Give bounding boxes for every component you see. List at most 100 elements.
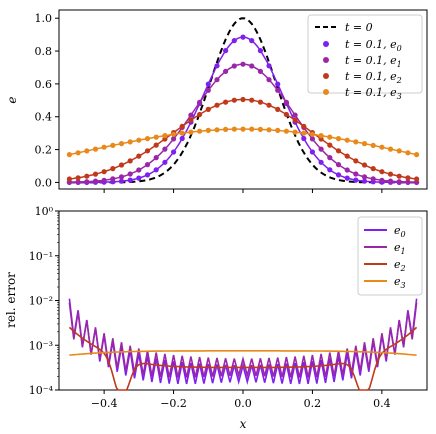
top-point-e1 bbox=[92, 178, 99, 184]
top-point-e3 bbox=[353, 139, 359, 145]
top-point-e0 bbox=[275, 81, 281, 87]
legend-label-err-e2: e2 bbox=[394, 258, 406, 273]
top-point-e2 bbox=[275, 106, 281, 112]
top-point-e1 bbox=[101, 177, 107, 183]
top-point-e0 bbox=[144, 172, 151, 178]
top-y-axis-label: e bbox=[5, 96, 19, 103]
top-point-e2 bbox=[92, 171, 99, 177]
top-point-e3 bbox=[75, 150, 81, 156]
bottom-x-ticks: −0.4 −0.2 0.0 0.2 0.4 bbox=[91, 390, 391, 410]
top-point-e3 bbox=[66, 152, 72, 158]
top-point-e1 bbox=[249, 63, 255, 69]
top-point-e1 bbox=[118, 174, 125, 180]
top-point-e2 bbox=[75, 175, 81, 181]
top-point-e2 bbox=[101, 169, 107, 175]
top-point-e1 bbox=[327, 155, 333, 161]
top-point-e2 bbox=[361, 162, 368, 168]
top-point-e2 bbox=[379, 169, 385, 175]
top-point-e3 bbox=[266, 127, 272, 133]
top-point-e3 bbox=[414, 152, 420, 158]
bottom-x-tick-label: 0.2 bbox=[304, 397, 322, 410]
top-y-tick-label: 0.0 bbox=[35, 176, 53, 189]
top-point-e2 bbox=[283, 111, 289, 118]
top-point-e0 bbox=[266, 63, 272, 69]
top-point-e1 bbox=[162, 146, 168, 152]
bottom-x-axis-label: x bbox=[240, 417, 247, 431]
top-point-e3 bbox=[179, 130, 185, 136]
top-point-e3 bbox=[92, 146, 99, 152]
top-point-e3 bbox=[171, 131, 177, 137]
legend-label-err-e3: e3 bbox=[394, 275, 406, 290]
top-point-e2 bbox=[66, 176, 72, 182]
legend-label-e3: t = 0.1, e3 bbox=[345, 86, 402, 101]
top-point-e0 bbox=[361, 178, 368, 184]
top-point-e3 bbox=[101, 144, 107, 150]
legend-dot-e2 bbox=[323, 73, 329, 79]
top-point-e1 bbox=[292, 112, 298, 118]
top-point-e3 bbox=[223, 126, 229, 132]
top-point-e2 bbox=[257, 99, 263, 105]
top-point-e3 bbox=[118, 141, 125, 147]
bottom-error-line-e2 bbox=[68, 326, 418, 391]
top-point-e0 bbox=[309, 149, 315, 155]
top-point-e3 bbox=[162, 133, 168, 139]
top-y-tick-label: 1.0 bbox=[35, 12, 53, 25]
top-point-e1 bbox=[171, 136, 177, 142]
top-legend: t = 0 t = 0.1, e0 t = 0.1, e1 t = 0.1, e… bbox=[307, 14, 423, 101]
top-point-e1 bbox=[188, 112, 194, 118]
legend-label-e1: t = 0.1, e1 bbox=[345, 54, 402, 69]
top-point-e3 bbox=[309, 131, 315, 137]
bottom-y-axis-label: rel. error bbox=[4, 272, 18, 328]
top-point-e3 bbox=[257, 126, 263, 132]
top-point-e0 bbox=[162, 159, 168, 165]
top-point-e3 bbox=[327, 134, 333, 140]
top-x-ticks bbox=[103, 189, 383, 193]
bottom-series-lines bbox=[68, 298, 418, 391]
legend-label-e2: t = 0.1, e2 bbox=[345, 70, 402, 85]
top-point-e0 bbox=[240, 34, 246, 40]
top-point-e3 bbox=[283, 128, 289, 134]
top-y-tick-label: 0.2 bbox=[35, 144, 53, 157]
top-point-e2 bbox=[205, 106, 211, 112]
top-point-e0 bbox=[353, 177, 359, 183]
top-point-e3 bbox=[214, 127, 220, 133]
top-point-e1 bbox=[257, 68, 263, 74]
top-point-e1 bbox=[240, 61, 246, 67]
top-point-e2 bbox=[231, 97, 237, 103]
top-point-e3 bbox=[136, 137, 142, 143]
top-point-e2 bbox=[240, 96, 246, 103]
top-point-e2 bbox=[84, 173, 90, 179]
top-point-e0 bbox=[327, 167, 333, 173]
top-point-e0 bbox=[205, 81, 211, 87]
top-point-e1 bbox=[231, 63, 237, 69]
top-point-e2 bbox=[118, 162, 125, 168]
top-point-e3 bbox=[197, 128, 203, 134]
top-point-e0 bbox=[231, 38, 237, 44]
top-point-e1 bbox=[197, 99, 203, 105]
bottom-y-ticks: 10⁻⁴ 10⁻³ 10⁻² 10⁻¹ 10⁰ bbox=[29, 205, 59, 397]
top-point-e2 bbox=[249, 97, 255, 103]
top-y-tick-label: 0.4 bbox=[35, 111, 53, 124]
top-point-e1 bbox=[136, 167, 142, 173]
top-point-e3 bbox=[188, 129, 194, 135]
top-point-e0 bbox=[249, 38, 255, 44]
top-point-e3 bbox=[379, 144, 385, 150]
top-point-e1 bbox=[309, 136, 315, 142]
top-point-e3 bbox=[301, 130, 307, 136]
top-point-e1 bbox=[214, 77, 220, 83]
bottom-y-tick-label: 10⁻³ bbox=[29, 339, 53, 352]
top-point-e3 bbox=[84, 148, 90, 154]
top-point-e1 bbox=[396, 179, 402, 185]
top-point-e0 bbox=[335, 172, 342, 178]
top-y-tick-label: 0.8 bbox=[35, 45, 53, 58]
top-point-e1 bbox=[353, 171, 359, 177]
top-point-e3 bbox=[275, 127, 281, 133]
legend-dot-e0 bbox=[323, 41, 329, 47]
top-point-e3 bbox=[110, 142, 116, 148]
top-y-ticks: 0.0 0.2 0.4 0.6 0.8 1.0 bbox=[35, 12, 59, 189]
legend-label-e0: t = 0.1, e0 bbox=[345, 38, 402, 53]
top-y-tick-label: 0.6 bbox=[35, 78, 53, 91]
top-point-e1 bbox=[361, 174, 368, 180]
top-point-e0 bbox=[301, 135, 307, 142]
bottom-x-tick-label: −0.4 bbox=[91, 397, 118, 410]
